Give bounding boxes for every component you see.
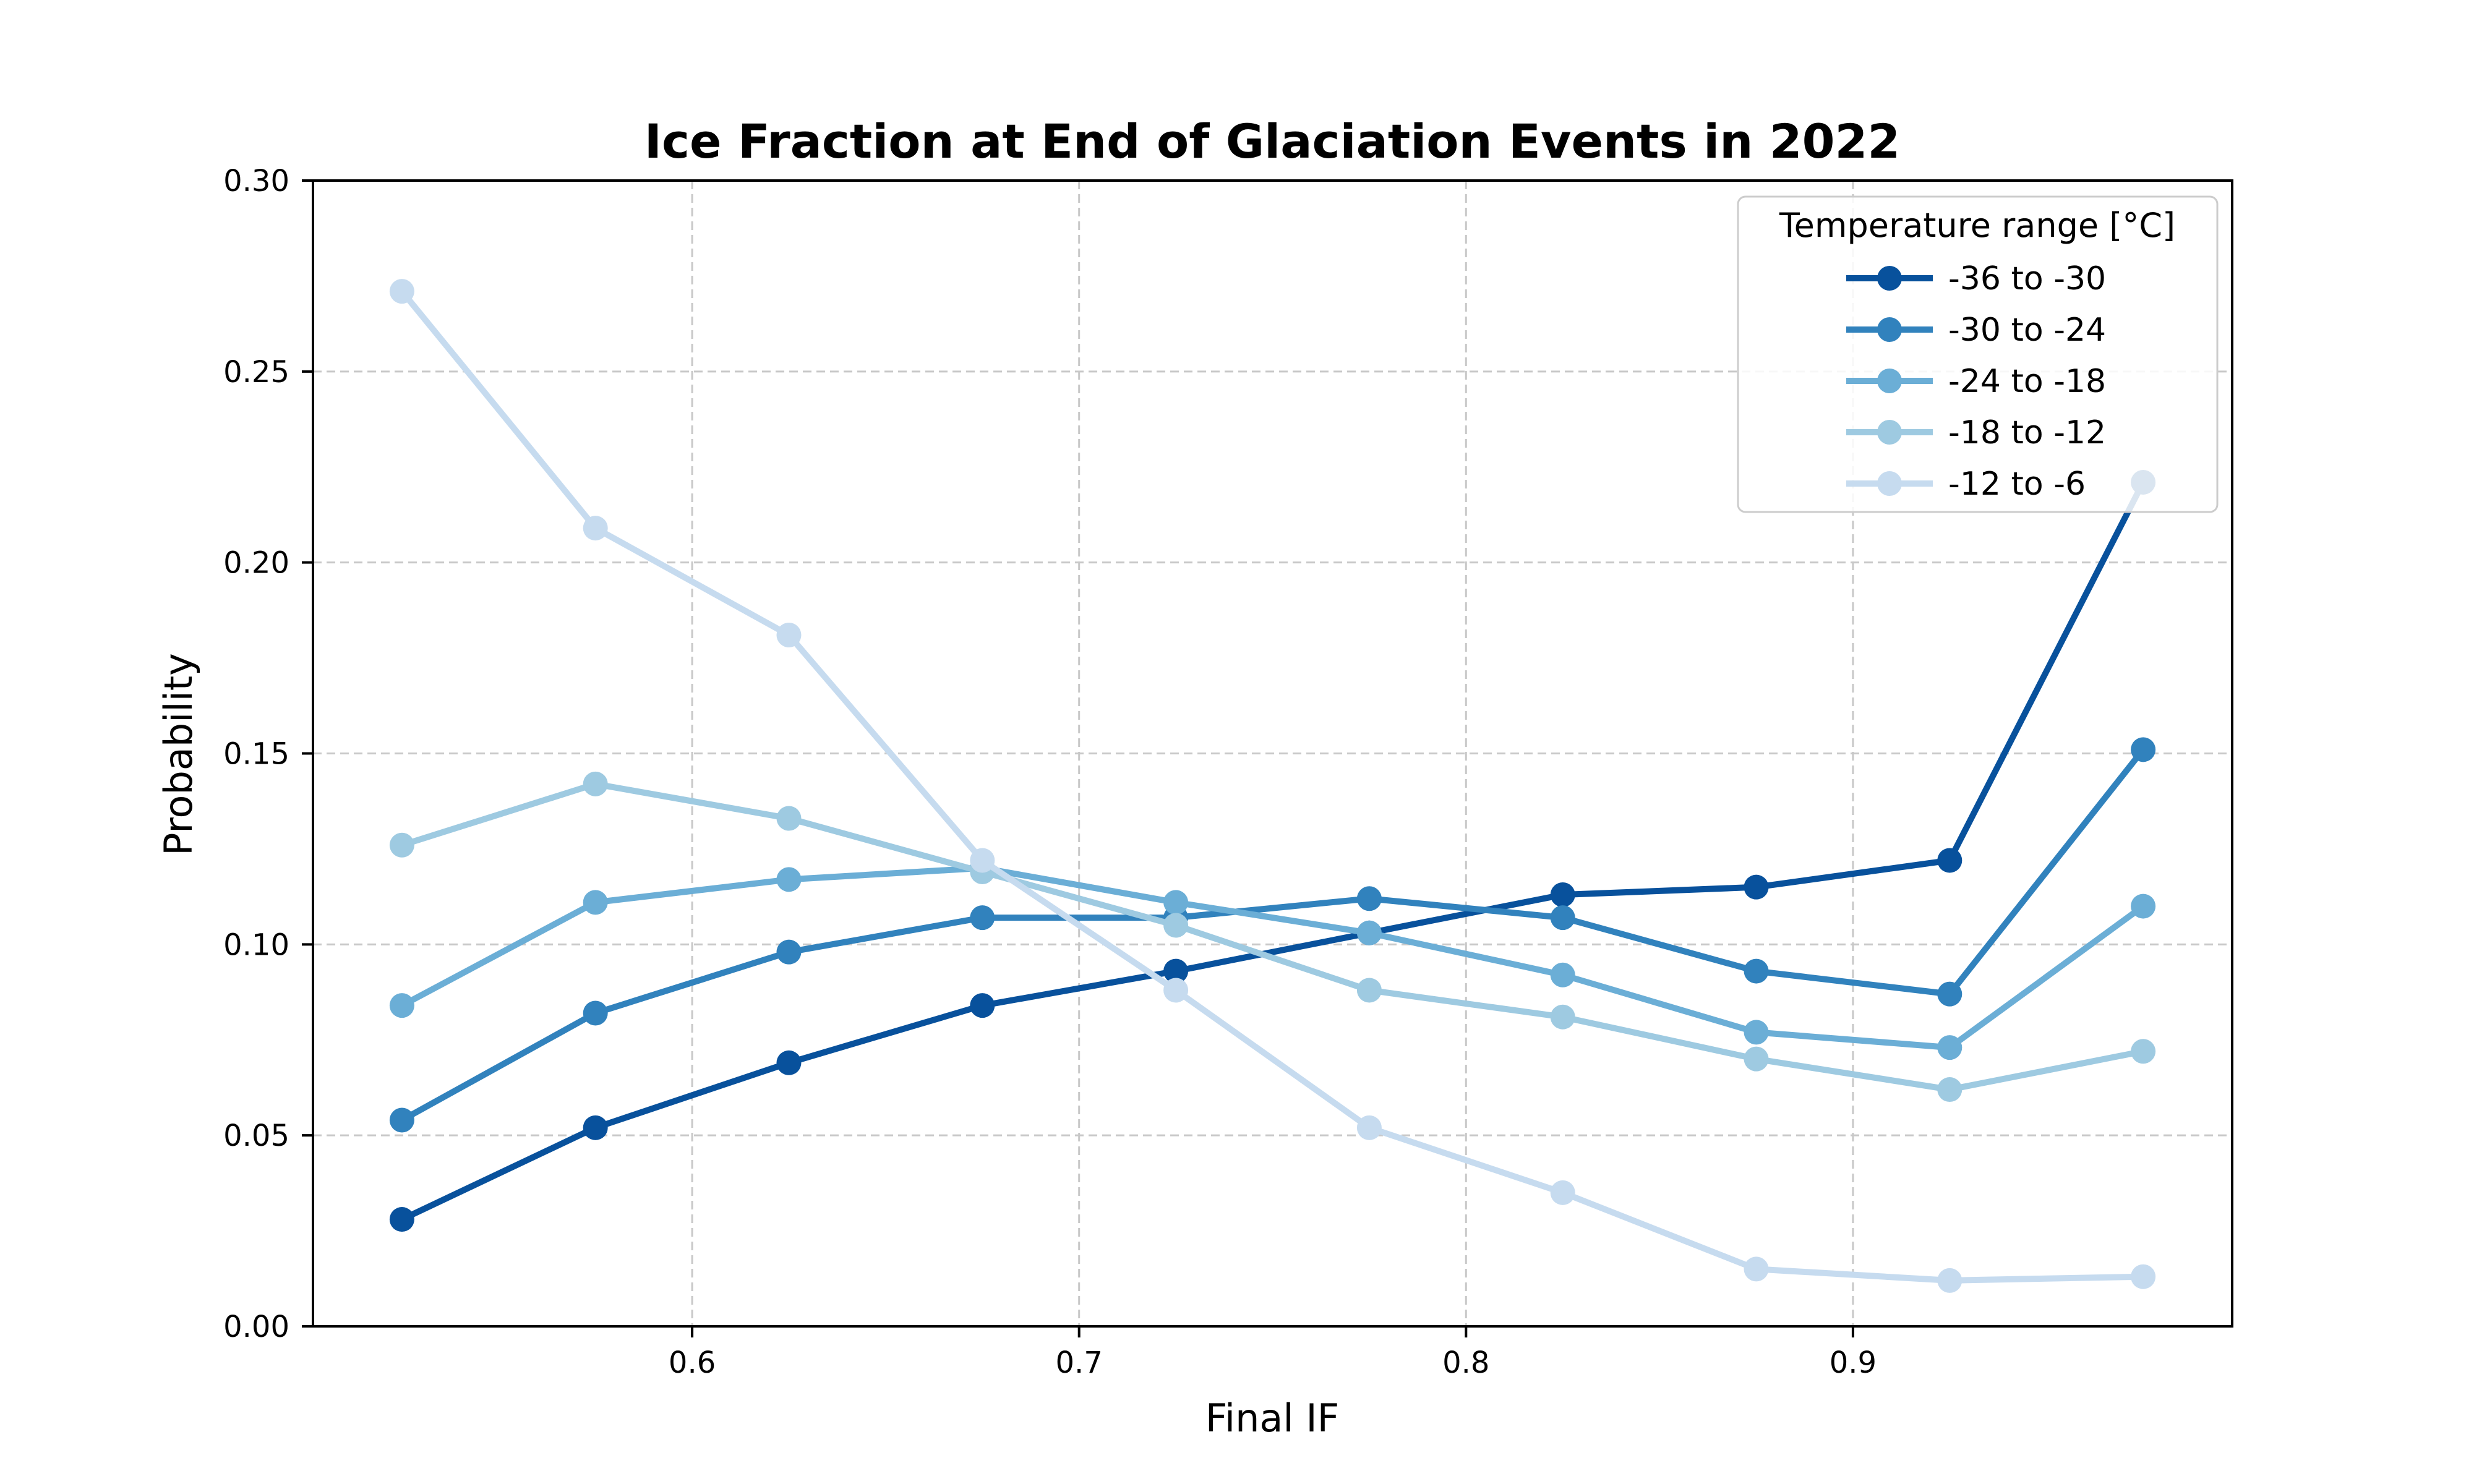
legend-label: -12 to -6 — [1948, 466, 2086, 503]
series-4 — [389, 279, 2156, 1293]
data-point — [583, 771, 608, 796]
data-point — [1356, 920, 1382, 945]
legend-marker — [1877, 369, 1902, 393]
data-point — [1356, 978, 1382, 1003]
y-tick-label: 0.10 — [223, 927, 289, 962]
legend-entry: -18 to -12 — [1846, 414, 2106, 451]
legend-title: Temperature range [°C] — [1779, 206, 2175, 245]
series-line — [398, 288, 2147, 1284]
y-tick-label: 0.30 — [223, 164, 289, 198]
data-point — [1744, 1020, 1769, 1045]
legend-label: -36 to -30 — [1948, 260, 2106, 297]
data-point — [1550, 905, 1575, 931]
data-point — [2131, 1264, 2156, 1289]
data-point — [1744, 874, 1769, 900]
data-point — [583, 1000, 608, 1026]
legend-marker — [1877, 420, 1902, 445]
data-point — [1937, 981, 1963, 1007]
data-point — [1163, 890, 1189, 915]
legend-marker — [1877, 471, 1902, 496]
series-line — [398, 864, 2147, 1051]
y-tick-label: 0.20 — [223, 546, 289, 581]
y-axis-label: Probability — [156, 653, 201, 856]
data-point — [2131, 737, 2156, 762]
data-point — [776, 1050, 802, 1075]
series-3 — [389, 771, 2156, 1102]
x-tick-label: 0.7 — [1056, 1345, 1103, 1380]
data-point — [1937, 1268, 1963, 1293]
data-point — [389, 993, 414, 1018]
data-point — [1550, 962, 1575, 987]
series-layer — [389, 279, 2156, 1293]
y-tick-label: 0.00 — [223, 1310, 289, 1344]
data-point — [389, 1107, 414, 1133]
data-point — [583, 1115, 608, 1140]
legend-label: -30 to -24 — [1948, 312, 2106, 349]
data-point — [970, 993, 995, 1018]
x-tick-label: 0.6 — [669, 1345, 716, 1380]
data-point — [583, 516, 608, 541]
legend-entry: -30 to -24 — [1846, 312, 2106, 349]
data-point — [1356, 886, 1382, 911]
data-point — [776, 939, 802, 965]
data-point — [776, 623, 802, 648]
chart-title: Ice Fraction at End of Glaciation Events… — [644, 114, 1901, 169]
axis-ticks: 0.6 0.7 0.8 0.9 0.00 0.05 0.10 0.15 0.20 0.25 0.30 — [223, 164, 1877, 1380]
x-tick-label: 0.8 — [1442, 1345, 1489, 1380]
x-tick-label: 0.9 — [1830, 1345, 1877, 1380]
series-line — [398, 479, 2147, 1223]
y-tick-label: 0.25 — [223, 355, 289, 390]
series-line — [398, 780, 2147, 1093]
series-line — [398, 746, 2147, 1124]
data-point — [389, 832, 414, 858]
data-point — [970, 848, 995, 873]
series-1 — [389, 737, 2156, 1133]
legend: Temperature range [°C] -36 to -30 -30 to … — [1737, 195, 2219, 513]
data-point — [1163, 913, 1189, 938]
data-point — [1163, 958, 1189, 984]
data-point — [389, 279, 414, 304]
data-point — [1744, 1046, 1769, 1072]
data-point — [1744, 1256, 1769, 1282]
data-point — [1163, 978, 1189, 1003]
data-point — [1937, 1035, 1963, 1060]
y-tick-label: 0.05 — [223, 1119, 289, 1153]
legend-entry: -12 to -6 — [1846, 466, 2086, 503]
legend-label: -24 to -18 — [1948, 363, 2106, 400]
legend-entries: -36 to -30 -30 to -24 -24 to -18 -18 to -12… — [1846, 260, 2106, 503]
data-point — [1550, 882, 1575, 908]
legend-label: -18 to -12 — [1948, 414, 2106, 451]
legend-marker — [1877, 317, 1902, 342]
data-point — [1550, 1180, 1575, 1205]
data-point — [1356, 1115, 1382, 1140]
data-point — [776, 806, 802, 831]
data-point — [1744, 958, 1769, 984]
y-tick-label: 0.15 — [223, 737, 289, 772]
data-point — [1937, 1077, 1963, 1102]
data-point — [970, 905, 995, 931]
legend-entry: -24 to -18 — [1846, 363, 2106, 400]
series-0 — [389, 469, 2156, 1232]
data-point — [389, 1207, 414, 1232]
data-point — [2131, 893, 2156, 919]
data-point — [1550, 1004, 1575, 1030]
legend-marker — [1877, 266, 1902, 291]
data-point — [583, 890, 608, 915]
x-axis-label: Final IF — [1205, 1396, 1340, 1441]
data-point — [2131, 1039, 2156, 1064]
legend-entry: -36 to -30 — [1846, 260, 2106, 297]
data-point — [1937, 848, 1963, 873]
data-point — [776, 867, 802, 892]
